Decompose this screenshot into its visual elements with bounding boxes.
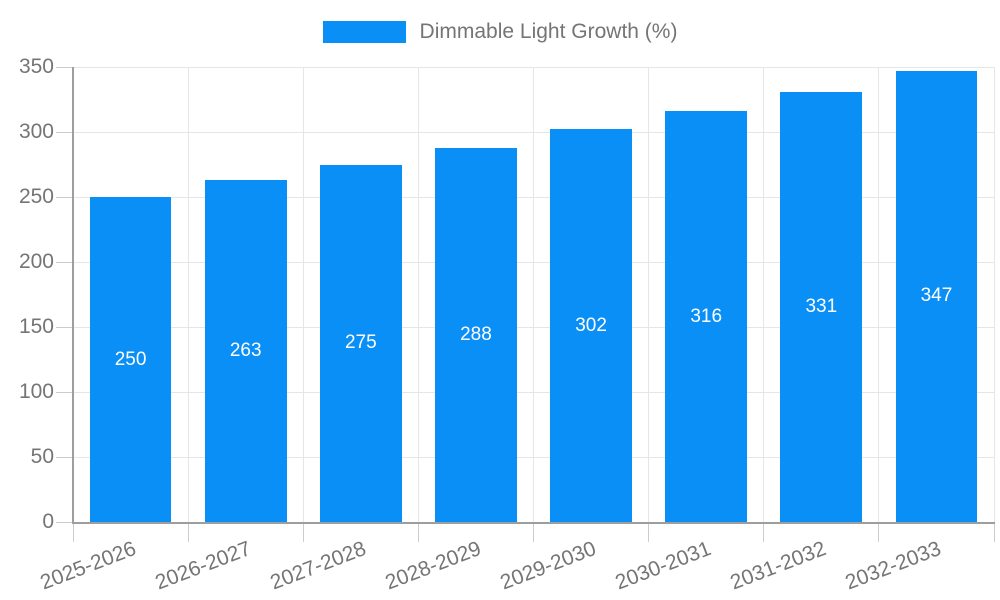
x-axis-tick bbox=[302, 522, 304, 542]
x-axis-tick bbox=[187, 522, 189, 542]
gridline-vertical bbox=[187, 67, 189, 522]
x-axis-tick bbox=[417, 522, 419, 542]
bar-value-label: 316 bbox=[690, 305, 723, 327]
y-axis-tick bbox=[56, 261, 73, 263]
x-axis-tick bbox=[72, 522, 74, 542]
legend-label: Dimmable Light Growth (%) bbox=[419, 20, 678, 43]
y-axis-tick bbox=[56, 196, 73, 198]
gridline-vertical bbox=[302, 67, 304, 522]
legend-swatch bbox=[322, 21, 406, 43]
y-axis-tick-label: 100 bbox=[18, 380, 54, 403]
y-axis-tick-label: 250 bbox=[18, 185, 54, 208]
gridline-vertical bbox=[417, 67, 419, 522]
x-axis-tick bbox=[878, 522, 880, 542]
bar-value-label: 288 bbox=[460, 323, 492, 345]
gridline-vertical bbox=[993, 67, 995, 522]
y-axis-tick-label: 350 bbox=[18, 55, 54, 78]
y-axis-tick bbox=[56, 326, 73, 328]
legend[interactable]: Dimmable Light Growth (%) bbox=[0, 19, 1000, 45]
bar[interactable] bbox=[550, 129, 632, 522]
bar[interactable] bbox=[780, 91, 863, 522]
bar[interactable] bbox=[204, 180, 287, 522]
bar[interactable] bbox=[665, 111, 748, 522]
gridline-vertical bbox=[763, 67, 765, 522]
y-axis-tick-label: 150 bbox=[18, 315, 54, 338]
x-axis-tick bbox=[533, 522, 534, 542]
x-axis-tick bbox=[648, 522, 650, 542]
bar-value-label: 250 bbox=[114, 348, 147, 370]
x-axis-line bbox=[72, 522, 995, 524]
y-axis-tick-label: 0 bbox=[42, 510, 54, 533]
bar[interactable] bbox=[435, 147, 517, 522]
bar-value-label: 263 bbox=[229, 340, 262, 362]
gridline-vertical bbox=[878, 67, 880, 522]
y-axis-tick bbox=[56, 521, 73, 523]
y-axis-tick bbox=[56, 391, 73, 393]
bar-value-label: 331 bbox=[805, 295, 838, 317]
y-axis-tick-label: 200 bbox=[18, 250, 54, 273]
y-axis-tick bbox=[56, 131, 73, 133]
bar[interactable] bbox=[319, 164, 402, 522]
bar-value-label: 275 bbox=[344, 332, 377, 354]
bar[interactable] bbox=[895, 70, 978, 522]
x-axis-tick bbox=[763, 522, 765, 542]
bar-value-label: 302 bbox=[575, 314, 607, 336]
gridline-vertical bbox=[648, 67, 650, 522]
bar[interactable] bbox=[89, 197, 172, 522]
y-axis-tick-label: 50 bbox=[30, 445, 54, 468]
gridline-vertical bbox=[533, 67, 534, 522]
x-axis-tick bbox=[993, 522, 995, 542]
y-axis-tick bbox=[56, 456, 73, 458]
y-axis-tick bbox=[56, 66, 73, 68]
bar-value-label: 347 bbox=[920, 285, 953, 307]
y-axis-line bbox=[72, 67, 74, 523]
y-axis-tick-label: 300 bbox=[18, 120, 54, 143]
